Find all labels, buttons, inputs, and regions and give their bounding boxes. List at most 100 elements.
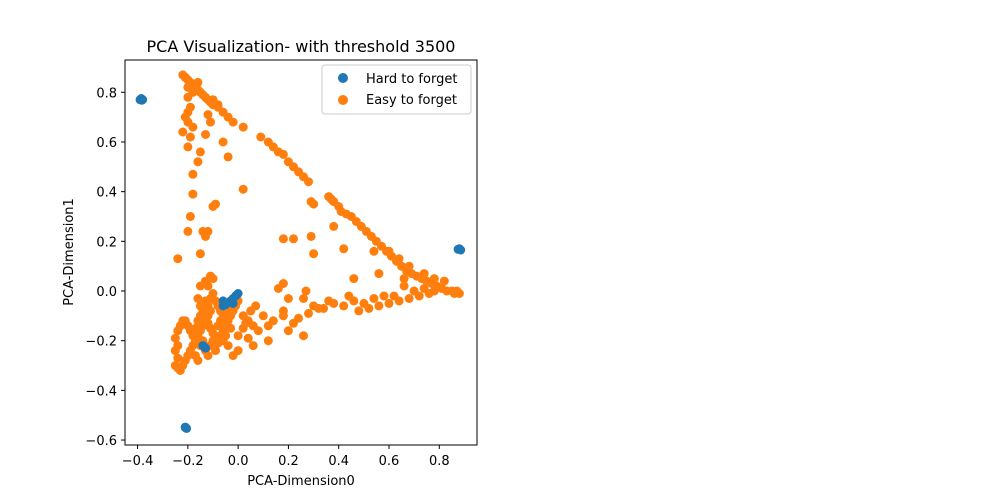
data-point — [206, 117, 215, 127]
x-tick-label: −0.2 — [172, 454, 204, 469]
data-point — [263, 321, 273, 331]
data-point — [208, 336, 218, 346]
data-point — [349, 274, 359, 284]
data-point — [283, 326, 293, 336]
data-point — [329, 221, 339, 231]
data-point — [203, 351, 213, 361]
x-tick-label: 0.2 — [278, 454, 299, 469]
y-tick-label: 0.2 — [96, 235, 117, 250]
data-point — [173, 341, 183, 351]
data-point — [374, 269, 384, 279]
data-point — [314, 303, 324, 313]
data-point — [278, 234, 288, 244]
data-point — [183, 107, 193, 117]
data-point — [374, 301, 384, 311]
data-point — [208, 202, 218, 211]
data-point — [198, 226, 208, 236]
data-point — [188, 122, 198, 132]
data-point — [409, 286, 419, 296]
data-point — [208, 274, 218, 284]
data-point — [213, 100, 223, 110]
data-point — [193, 77, 203, 87]
data-point — [289, 234, 298, 244]
data-point — [201, 130, 210, 139]
legend: Hard to forget Easy to forget — [321, 64, 472, 115]
data-point — [193, 356, 203, 365]
data-point — [183, 142, 193, 152]
data-point — [221, 331, 231, 341]
series-easy-to-forget — [170, 70, 464, 375]
data-point — [228, 298, 238, 308]
data-point — [251, 301, 261, 311]
y-axis-label: PCA-Dimension1 — [62, 198, 77, 306]
x-tick-label: −0.4 — [122, 454, 154, 469]
data-point — [439, 276, 449, 286]
data-point — [185, 132, 195, 142]
plot-background — [125, 60, 477, 445]
data-point — [137, 95, 147, 105]
data-point — [258, 311, 268, 321]
data-point — [195, 147, 205, 157]
data-point — [263, 336, 273, 346]
data-point — [170, 333, 180, 343]
data-point — [183, 226, 193, 236]
data-point — [218, 137, 228, 147]
x-tick-label: 0.6 — [379, 454, 400, 469]
chart-title: PCA Visualization- with threshold 3500 — [147, 37, 456, 56]
data-point — [339, 301, 349, 311]
y-tick-label: 0.0 — [96, 285, 117, 300]
data-point — [178, 127, 188, 137]
y-tick-label: −0.6 — [85, 434, 117, 449]
data-point — [309, 249, 319, 259]
data-point — [389, 291, 399, 301]
data-point — [203, 110, 213, 120]
data-point — [309, 199, 319, 209]
data-point — [199, 342, 209, 352]
data-point — [404, 294, 414, 303]
data-point — [238, 311, 248, 321]
data-point — [429, 274, 439, 284]
data-point — [278, 311, 288, 321]
y-tick-label: 0.4 — [96, 186, 117, 201]
data-point — [289, 318, 298, 328]
data-point — [369, 246, 379, 256]
data-point — [419, 269, 429, 279]
data-point — [359, 298, 369, 308]
y-tick-label: −0.4 — [85, 384, 117, 399]
legend-label-hard: Hard to forget — [366, 72, 457, 87]
data-point — [238, 122, 248, 132]
data-point — [299, 331, 308, 341]
x-axis: −0.4 −0.2 0.0 0.2 0.4 0.6 0.8 — [122, 445, 450, 469]
data-point — [419, 284, 429, 293]
data-point — [299, 294, 308, 303]
legend-marker-easy — [338, 95, 348, 105]
data-point — [306, 231, 316, 241]
data-point — [384, 246, 394, 256]
data-point — [188, 331, 198, 341]
data-point — [283, 294, 293, 303]
data-point — [193, 294, 203, 303]
data-point — [173, 353, 183, 363]
data-point — [195, 249, 205, 259]
data-point — [208, 289, 218, 298]
legend-marker-hard — [338, 73, 348, 83]
data-point — [399, 281, 409, 291]
data-point — [238, 184, 248, 194]
x-axis-label: PCA-Dimension0 — [247, 474, 355, 489]
x-tick-label: 0.0 — [228, 454, 249, 469]
data-point — [354, 306, 364, 316]
data-point — [226, 323, 236, 333]
data-point — [173, 254, 183, 264]
data-point — [228, 117, 238, 127]
data-point — [170, 361, 180, 370]
data-point — [233, 346, 243, 356]
data-point — [188, 87, 198, 97]
legend-label-easy: Easy to forget — [366, 93, 457, 108]
data-point — [394, 254, 404, 264]
plot-area — [124, 59, 478, 446]
data-point — [399, 274, 409, 284]
data-point — [301, 286, 311, 296]
series-hard-to-forget — [135, 94, 466, 433]
data-point — [278, 279, 288, 288]
x-tick-label: 0.4 — [328, 454, 349, 469]
